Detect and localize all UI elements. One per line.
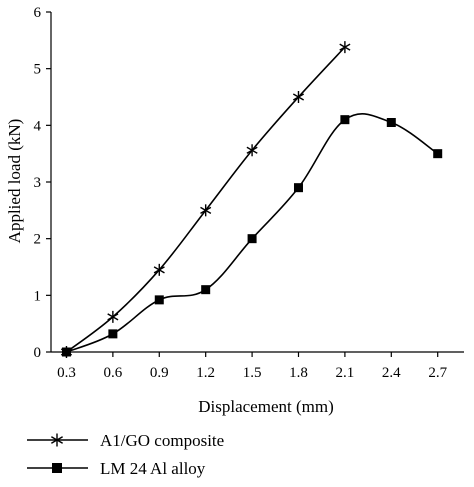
- legend-marker: [52, 463, 62, 473]
- y-tick-label: 0: [34, 345, 42, 361]
- y-tick-label: 2: [34, 232, 42, 248]
- x-tick-label: 1.5: [243, 365, 262, 381]
- series-line-1: [65, 46, 346, 353]
- y-tick-label: 5: [34, 62, 42, 78]
- star-stroke: [339, 43, 351, 51]
- legend-label: A1/GO composite: [100, 431, 224, 450]
- x-tick-label: 1.8: [289, 365, 308, 381]
- data-point-series-1: [246, 144, 258, 157]
- x-tick-label: 2.1: [336, 365, 355, 381]
- series-layer: [60, 41, 443, 358]
- star-stroke: [292, 93, 305, 101]
- legend-marker: [51, 433, 63, 447]
- y-tick-label: 3: [34, 175, 42, 191]
- data-point-series-2: [340, 115, 350, 125]
- data-point-series-1: [153, 263, 165, 276]
- data-point-series-2: [293, 183, 303, 193]
- x-tick-label: 1.2: [196, 365, 215, 381]
- data-point-series-1: [339, 41, 351, 54]
- x-tick-label: 2.7: [428, 365, 447, 381]
- data-point-series-2: [201, 285, 211, 295]
- data-point-series-2: [386, 118, 396, 127]
- y-tick-label: 6: [34, 5, 42, 21]
- axes: [50, 12, 464, 353]
- data-point-series-1: [107, 310, 119, 323]
- data-point-series-2: [61, 347, 71, 357]
- star-stroke: [246, 146, 258, 154]
- x-tick-label: 2.4: [382, 365, 401, 381]
- ticks: 0 1 2 3 4 5 6 0.3 0.6 0.9 1.2 1.5 1.8 2.1 2.4 2.7: [34, 5, 448, 381]
- y-tick-label: 4: [34, 118, 42, 134]
- legend-label: LM 24 Al alloy: [100, 459, 206, 478]
- data-point-series-2: [108, 329, 118, 339]
- x-tick-label: 0.6: [103, 365, 122, 381]
- data-point-series-2: [433, 149, 443, 159]
- y-tick-label: 1: [34, 288, 42, 304]
- star-stroke: [107, 313, 119, 321]
- y-axis-title: Applied load (kN): [5, 119, 24, 244]
- data-point-series-1: [200, 204, 212, 217]
- star-stroke: [200, 206, 212, 214]
- x-tick-label: 0.9: [150, 365, 169, 381]
- star-stroke: [153, 266, 165, 274]
- data-point-series-2: [247, 234, 257, 244]
- legend: A1/GO composite LM 24 Al alloy: [27, 431, 224, 478]
- star-stroke: [51, 436, 63, 444]
- x-tick-label: 0.3: [57, 365, 76, 381]
- x-axis-title: Displacement (mm): [198, 397, 334, 416]
- data-point-series-2: [154, 295, 164, 305]
- data-point-series-1: [292, 91, 305, 103]
